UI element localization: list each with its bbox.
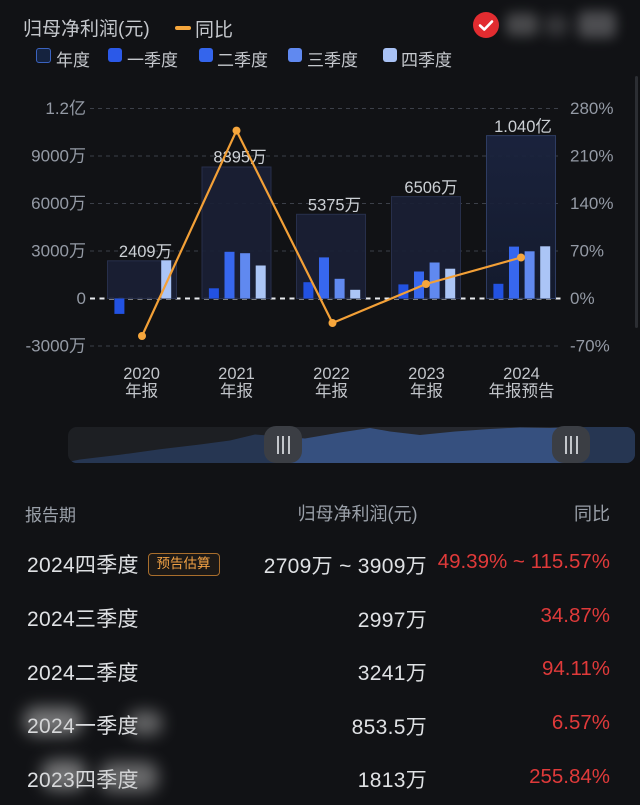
svg-text:9000万: 9000万 <box>31 147 86 166</box>
svg-text:6000万: 6000万 <box>31 194 86 213</box>
svg-text:210%: 210% <box>570 147 613 166</box>
svg-text:6506万: 6506万 <box>404 179 457 197</box>
svg-text:5375万: 5375万 <box>308 197 361 215</box>
svg-text:0%: 0% <box>570 289 595 308</box>
svg-text:年报: 年报 <box>315 382 348 401</box>
svg-text:3000万: 3000万 <box>31 242 86 261</box>
svg-text:年报: 年报 <box>220 382 253 401</box>
svg-text:年报预告: 年报预告 <box>489 382 555 401</box>
svg-text:140%: 140% <box>570 194 613 213</box>
svg-text:年报: 年报 <box>125 382 158 401</box>
svg-text:2024: 2024 <box>503 365 540 383</box>
svg-text:-70%: -70% <box>570 337 610 356</box>
svg-text:年报: 年报 <box>410 382 443 401</box>
svg-text:0: 0 <box>77 289 86 308</box>
svg-text:2023: 2023 <box>408 365 445 383</box>
svg-text:2020: 2020 <box>123 365 160 383</box>
svg-text:2409万: 2409万 <box>119 243 172 261</box>
svg-text:280%: 280% <box>570 99 613 118</box>
svg-text:-3000万: -3000万 <box>26 337 86 356</box>
svg-text:70%: 70% <box>570 242 604 261</box>
svg-text:1.040亿: 1.040亿 <box>494 117 552 136</box>
svg-text:2022: 2022 <box>313 365 350 383</box>
svg-text:2021: 2021 <box>218 365 255 383</box>
svg-text:1.2亿: 1.2亿 <box>45 99 86 118</box>
